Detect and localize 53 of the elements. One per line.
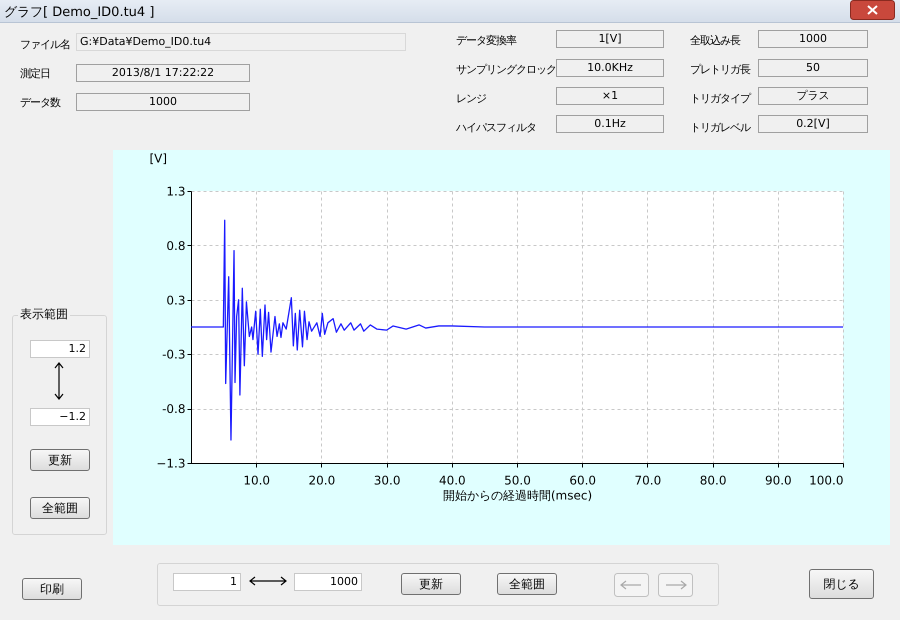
line-series bbox=[190, 220, 844, 441]
text: 2013/8/1 17:22:22 bbox=[76, 64, 250, 82]
x-tick-label: 50.0 bbox=[504, 474, 531, 488]
text: プレトリガ長 bbox=[690, 62, 750, 77]
y-tick-label: 0.3 bbox=[166, 293, 186, 308]
text: 10.0KHz bbox=[556, 59, 664, 77]
text: 50 bbox=[758, 59, 868, 77]
x-tick-label: 40.0 bbox=[438, 474, 466, 488]
text: 印刷 bbox=[22, 578, 82, 600]
text: トリガタイプ bbox=[690, 91, 750, 106]
text: 更新 bbox=[30, 449, 90, 471]
text: レンジ bbox=[456, 91, 486, 106]
x-tick-label: 80.0 bbox=[700, 474, 726, 488]
text: 測定日 bbox=[20, 66, 50, 81]
text: データ数 bbox=[20, 95, 60, 110]
y-tick-label: -0.8 bbox=[162, 402, 186, 416]
text: 閉じる bbox=[809, 569, 874, 599]
text: 全取込み長 bbox=[690, 33, 740, 48]
text: トリガレベル bbox=[690, 120, 750, 135]
text: 全範囲 bbox=[30, 497, 90, 519]
x-tick-label: 10.0 bbox=[243, 474, 270, 488]
text: ファイル名 bbox=[20, 37, 70, 52]
text: 全範囲 bbox=[497, 573, 557, 595]
text: ×1 bbox=[556, 87, 664, 105]
text: −1.2 bbox=[30, 408, 90, 426]
x-tick-label: 30.0 bbox=[374, 474, 400, 488]
text: プラス bbox=[758, 87, 868, 105]
x-tick-label: 90.0 bbox=[764, 474, 792, 488]
y-tick-label: 0.8 bbox=[166, 238, 186, 253]
text: データ変換率 bbox=[456, 33, 516, 48]
x-tick-label: 70.0 bbox=[634, 474, 662, 488]
y-tick-label: -0.3 bbox=[162, 348, 186, 362]
text: ハイパスフィルタ bbox=[456, 120, 536, 135]
text: 表示範囲 bbox=[18, 306, 70, 323]
text: 1000 bbox=[76, 93, 250, 111]
x-tick-label: 100.0 bbox=[809, 474, 844, 488]
x-axis-title: 開始からの経過時間(msec) bbox=[442, 488, 592, 502]
text: G:¥Data¥Demo_ID0.tu4 bbox=[76, 33, 406, 51]
y-tick-label: −1.3 bbox=[156, 456, 186, 470]
text: 更新 bbox=[401, 573, 461, 595]
text: 1.2 bbox=[30, 340, 90, 358]
y-axis-title: [V] bbox=[150, 152, 168, 166]
text: 1000 bbox=[294, 573, 362, 591]
text: 1000 bbox=[758, 30, 868, 48]
y-tick-label: 1.3 bbox=[166, 184, 186, 198]
x-tick-label: 20.0 bbox=[308, 474, 336, 488]
text: 1 bbox=[173, 573, 241, 591]
text: 0.1Hz bbox=[556, 115, 664, 133]
text: グラフ[ Demo_ID0.tu4 ] bbox=[4, 4, 154, 21]
text: 0.2[V] bbox=[758, 115, 868, 133]
x-tick-label: 60.0 bbox=[569, 474, 596, 488]
text: 1[V] bbox=[556, 30, 664, 48]
text: サンプリングクロック bbox=[456, 62, 556, 77]
